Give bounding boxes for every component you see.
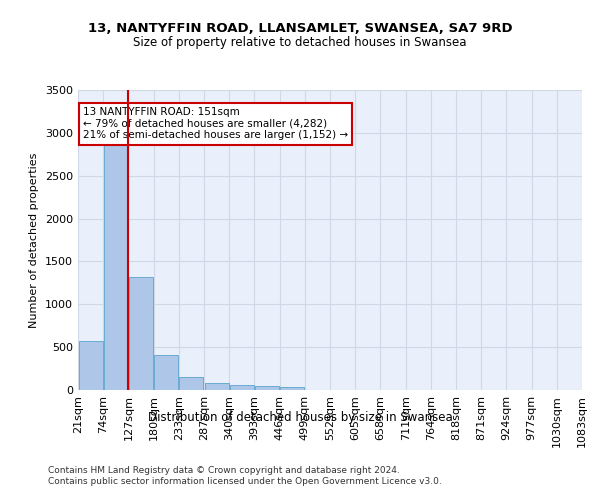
Y-axis label: Number of detached properties: Number of detached properties (29, 152, 40, 328)
Bar (230, 385, 254, 390)
Text: Contains HM Land Registry data © Crown copyright and database right 2024.: Contains HM Land Registry data © Crown c… (48, 466, 400, 475)
Bar (154, 355, 178, 390)
Text: Distribution of detached houses by size in Swansea: Distribution of detached houses by size … (148, 411, 452, 424)
Bar (179, 376, 203, 390)
Bar (280, 386, 304, 390)
Bar (129, 277, 153, 390)
Bar (79, 341, 103, 390)
Text: Contains public sector information licensed under the Open Government Licence v3: Contains public sector information licen… (48, 478, 442, 486)
Bar (104, 140, 128, 390)
Bar (255, 386, 279, 390)
Bar (205, 383, 229, 390)
Text: 13, NANTYFFIN ROAD, LLANSAMLET, SWANSEA, SA7 9RD: 13, NANTYFFIN ROAD, LLANSAMLET, SWANSEA,… (88, 22, 512, 36)
Text: 13 NANTYFFIN ROAD: 151sqm
← 79% of detached houses are smaller (4,282)
21% of se: 13 NANTYFFIN ROAD: 151sqm ← 79% of detac… (83, 107, 348, 140)
Text: Size of property relative to detached houses in Swansea: Size of property relative to detached ho… (133, 36, 467, 49)
